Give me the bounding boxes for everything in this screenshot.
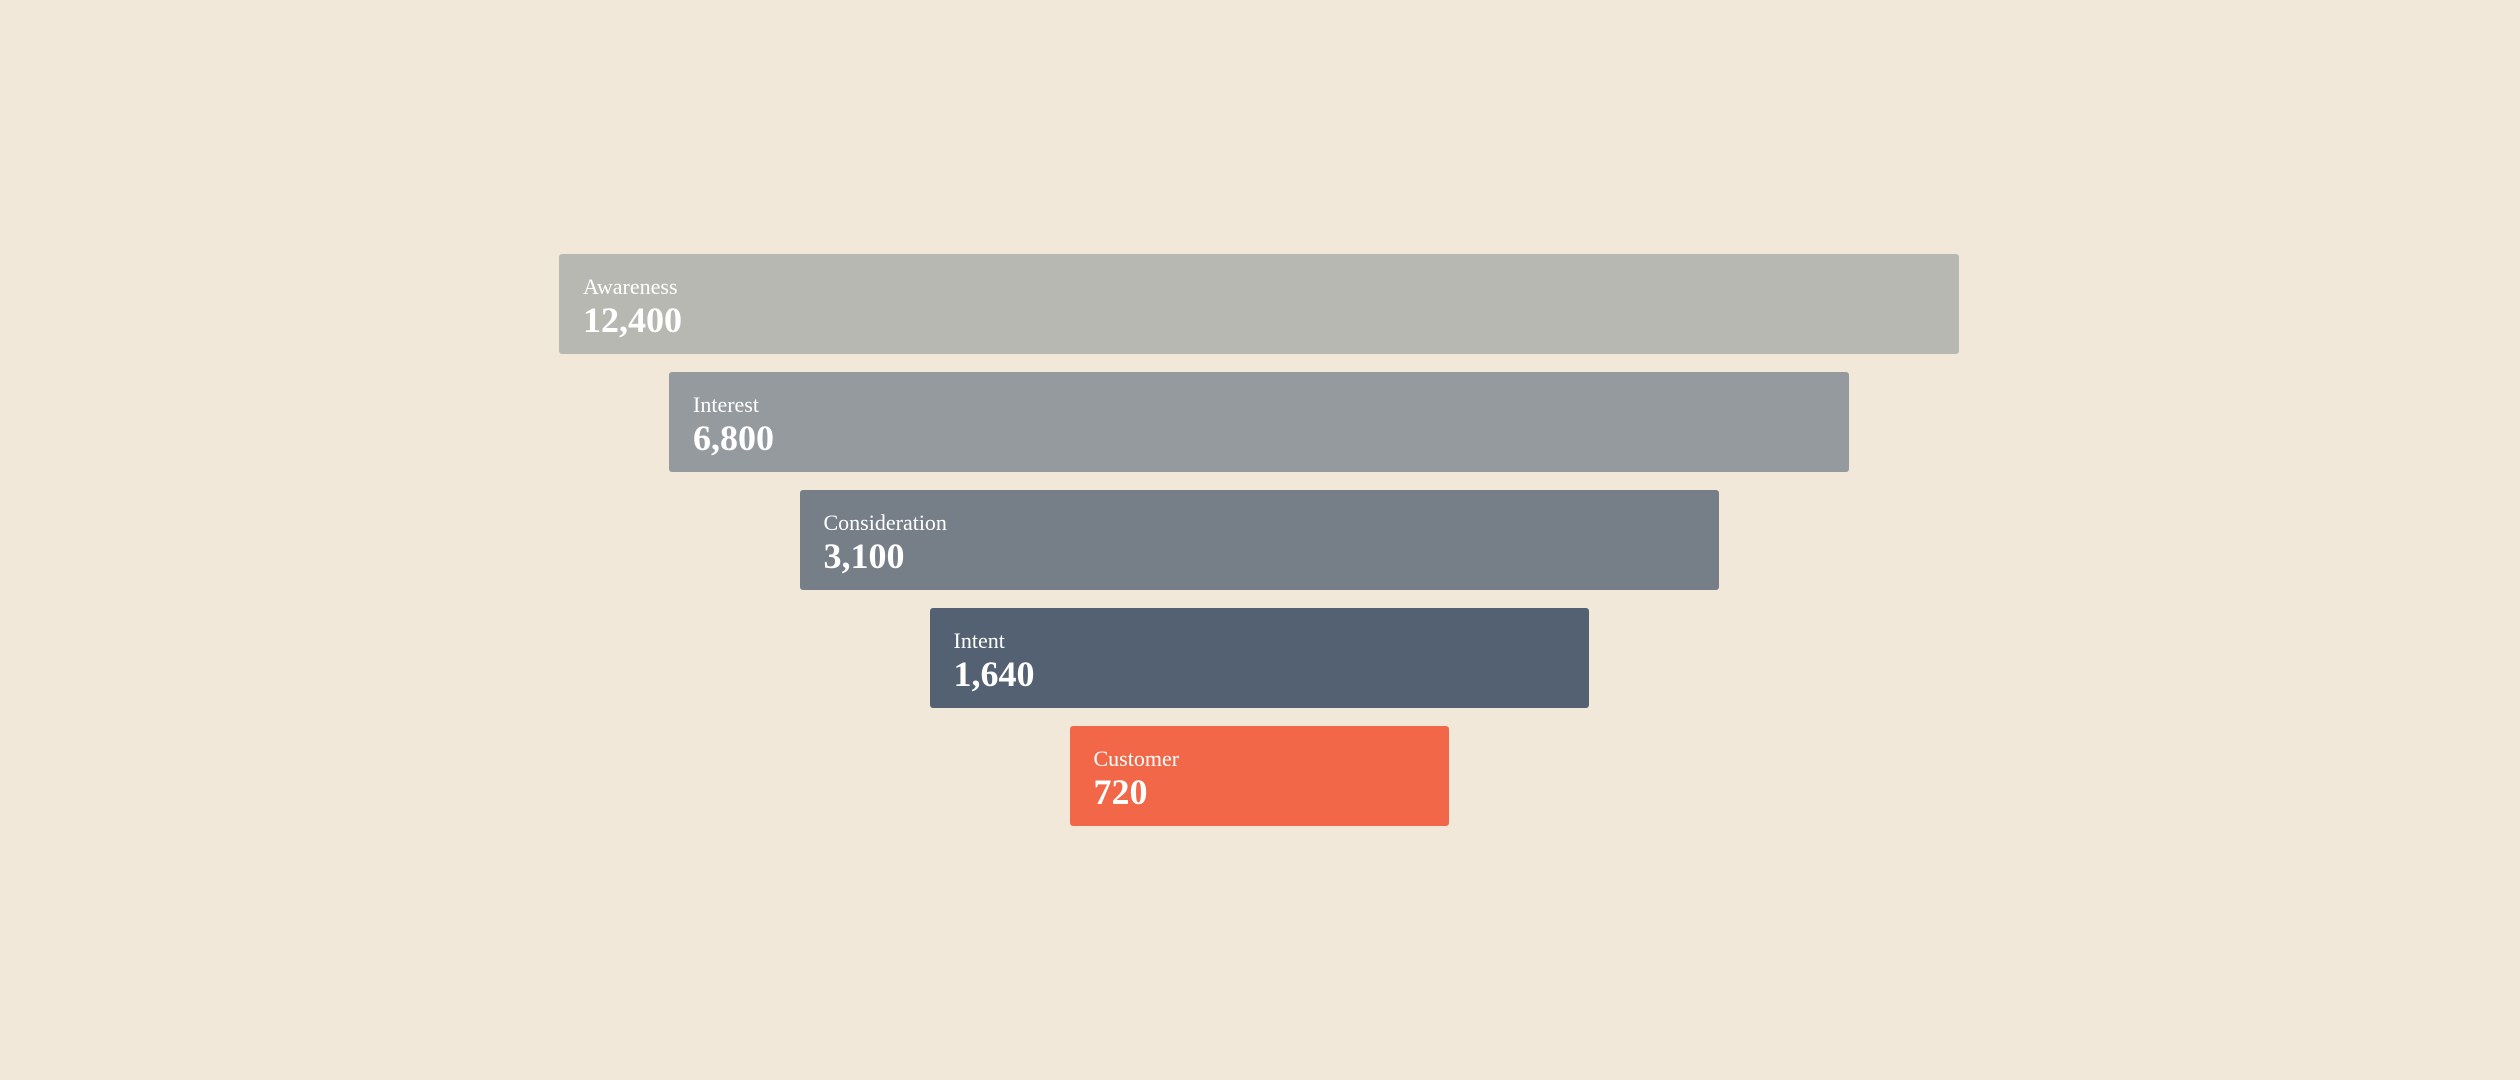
stage-value: 12,400: [583, 300, 682, 340]
stage-value: 3,100: [823, 536, 905, 576]
stage-value: 720: [1093, 772, 1148, 812]
funnel-stage: Intent 1,640: [929, 608, 1589, 708]
stage-label: Consideration: [823, 510, 947, 535]
funnel-stage: Consideration 3,100: [799, 490, 1719, 590]
funnel-stage: Awareness 12,400: [559, 254, 1959, 354]
stage-label: Customer: [1093, 746, 1180, 771]
stage-label: Interest: [693, 392, 759, 417]
stage-label: Awareness: [583, 274, 678, 299]
funnel-stage: Interest 6,800: [669, 372, 1849, 472]
stage-value: 6,800: [693, 418, 774, 458]
funnel-stage: Customer 720: [1069, 726, 1449, 826]
stage-label: Intent: [953, 628, 1005, 653]
stage-value: 1,640: [953, 654, 1035, 694]
